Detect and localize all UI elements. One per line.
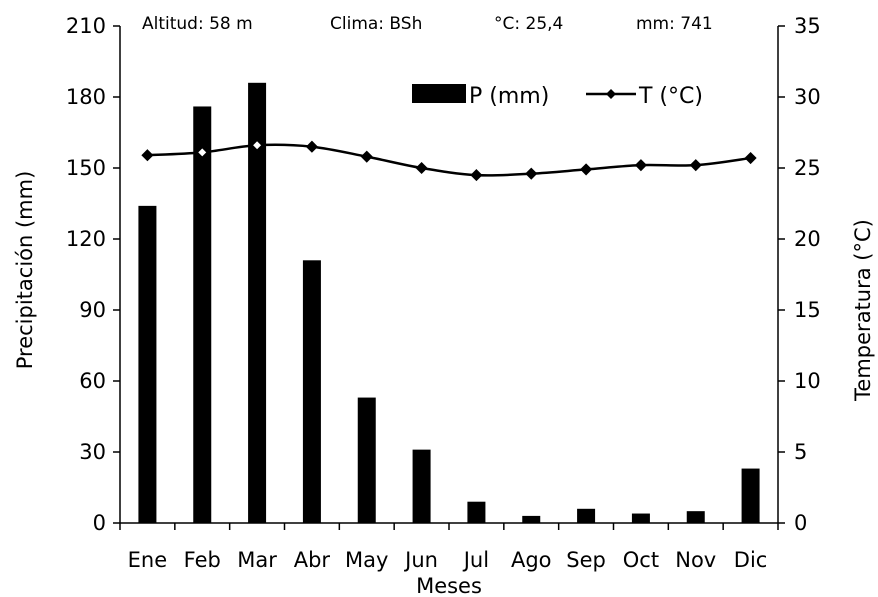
temperature-point bbox=[689, 159, 702, 172]
right-tick-label: 5 bbox=[794, 440, 807, 464]
left-tick-label: 90 bbox=[79, 298, 106, 322]
precip-bar bbox=[193, 106, 212, 523]
precip-bar bbox=[686, 511, 705, 523]
legend-diamond-marker bbox=[606, 89, 616, 99]
temperature-point bbox=[196, 146, 209, 159]
precip-bar bbox=[302, 260, 321, 523]
legend-bar-swatch bbox=[412, 84, 466, 103]
temp-media-label: °C: 25,4 bbox=[494, 14, 563, 34]
left-tick-label: 210 bbox=[66, 14, 106, 38]
x-tick-label: Mar bbox=[237, 548, 277, 572]
temperature-point bbox=[580, 163, 593, 176]
x-tick-label: May bbox=[345, 548, 388, 572]
temperature-point bbox=[634, 159, 647, 172]
left-tick-label: 150 bbox=[66, 156, 106, 180]
x-tick-label: Jul bbox=[462, 548, 489, 572]
temperature-point bbox=[415, 161, 428, 175]
right-axis-title: Temperatura (°C) bbox=[851, 219, 875, 402]
temperature-point bbox=[744, 151, 757, 165]
right-tick-label: 25 bbox=[794, 156, 821, 180]
precip-bar bbox=[577, 508, 596, 523]
temperature-point bbox=[360, 150, 373, 163]
precip-bar bbox=[357, 397, 376, 523]
x-tick-label: Oct bbox=[623, 548, 659, 572]
temperature-curve bbox=[147, 143, 751, 177]
x-axis-title: Meses bbox=[416, 574, 482, 597]
left-tick-label: 180 bbox=[66, 85, 106, 109]
temperature-point bbox=[251, 139, 264, 152]
left-tick-label: 60 bbox=[79, 369, 106, 393]
precip-bar bbox=[522, 515, 541, 523]
altitud-label: Altitud: 58 m bbox=[142, 14, 253, 34]
precip-bar bbox=[412, 449, 431, 523]
right-tick-label: 30 bbox=[794, 85, 821, 109]
right-tick-label: 10 bbox=[794, 369, 821, 393]
temperature-point bbox=[470, 169, 483, 182]
right-axis-ticks: 0 5 10 15 20 25 30 35 bbox=[778, 14, 821, 535]
x-tick-label: Dic bbox=[734, 548, 768, 572]
precipitation-bars bbox=[138, 82, 760, 524]
left-axis-ticks: 0 30 60 90 120 150 180 210 bbox=[66, 14, 120, 535]
x-tick-label: Ene bbox=[128, 548, 168, 572]
left-axis-title: Precipitación (mm) bbox=[13, 171, 37, 370]
x-tick-label: Sep bbox=[566, 548, 606, 572]
left-tick-label: 0 bbox=[93, 511, 106, 535]
temperature-point bbox=[305, 140, 318, 153]
left-tick-label: 30 bbox=[79, 440, 106, 464]
temperature-point bbox=[141, 149, 154, 162]
legend-bar-label: P (mm) bbox=[469, 84, 549, 109]
legend: P (mm) T (°C) bbox=[412, 84, 703, 109]
temperature-line bbox=[141, 139, 757, 182]
clima-label: Clima: BSh bbox=[330, 14, 422, 34]
x-axis-ticks: Ene Feb Mar Abr May Jun Jul Ago Sep Oct Nov Dic bbox=[119, 523, 779, 572]
left-tick-label: 120 bbox=[66, 227, 106, 251]
precip-bar bbox=[631, 513, 650, 523]
precip-total-label: mm: 741 bbox=[636, 14, 713, 34]
right-tick-label: 0 bbox=[794, 511, 807, 535]
right-tick-label: 15 bbox=[794, 298, 821, 322]
x-tick-label: Abr bbox=[294, 548, 331, 572]
precip-bar bbox=[138, 205, 157, 523]
temperature-point bbox=[525, 167, 538, 180]
precip-bar bbox=[467, 501, 486, 523]
precip-bar bbox=[741, 468, 760, 523]
x-tick-label: Ago bbox=[511, 548, 552, 572]
right-tick-label: 20 bbox=[794, 227, 821, 251]
x-tick-label: Jun bbox=[403, 548, 438, 572]
x-tick-label: Nov bbox=[675, 548, 716, 572]
precip-bar bbox=[248, 82, 267, 524]
x-tick-label: Feb bbox=[184, 548, 221, 572]
legend-line-label: T (°C) bbox=[638, 84, 703, 109]
right-tick-label: 35 bbox=[794, 14, 821, 38]
